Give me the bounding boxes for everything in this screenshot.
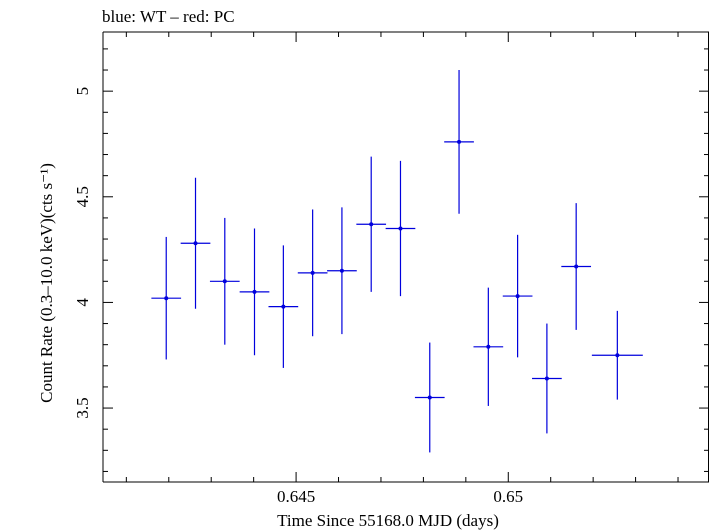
axes-group [102,31,709,483]
x-tick-label: 0.645 [277,487,315,506]
data-point [193,241,198,246]
data-point [486,344,491,349]
data-point [398,226,403,231]
x-tick-label: 0.65 [493,487,523,506]
data-point [615,353,620,358]
data-point [369,222,374,227]
data-point [515,294,520,299]
data-point [222,279,227,284]
data-marks [151,70,643,453]
ticks-group: 3.5 4 4.5 5 0.645 0.65 [73,32,709,506]
data-point [457,139,462,144]
y-tick-label: 3.5 [73,397,92,418]
y-tick-label: 4.5 [73,186,92,207]
data-point [310,270,315,275]
y-tick-label: 4 [73,298,92,307]
y-tick-label: 5 [73,87,92,96]
data-point [281,304,286,309]
data-point [164,296,169,301]
data-point [574,264,579,269]
data-point [339,268,344,273]
data-point [427,395,432,400]
data-point [252,289,257,294]
x-axis-title: Time Since 55168.0 MJD (days) [277,511,499,530]
data-point [544,376,549,381]
y-axis-title: Count Rate (0.3–10.0 keV)(cts s⁻¹) [37,163,56,403]
chart-title: blue: WT – red: PC [102,7,235,26]
